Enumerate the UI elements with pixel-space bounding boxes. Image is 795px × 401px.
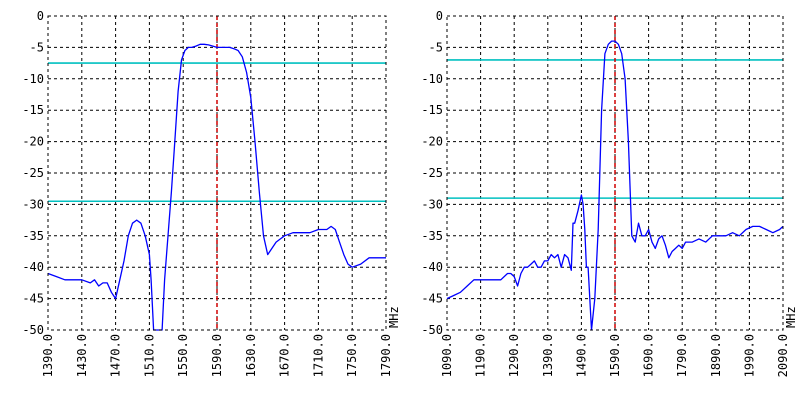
x-tick-label: 1290.0 xyxy=(507,334,521,377)
x-tick-label: 1430.0 xyxy=(75,334,89,377)
x-unit-label: MHz xyxy=(784,306,795,328)
x-tick-label: 1990.0 xyxy=(742,334,756,377)
y-tick-label: -10 xyxy=(22,72,44,86)
y-tick-label: -40 xyxy=(421,260,443,274)
x-tick-label: 1190.0 xyxy=(474,334,488,377)
trace-line xyxy=(47,43,386,331)
y-tick-label: 0 xyxy=(436,9,443,23)
y-tick-label: -50 xyxy=(421,323,443,337)
y-tick-label: -35 xyxy=(421,229,443,243)
y-tick-label: -20 xyxy=(421,135,443,149)
y-tick-label: -30 xyxy=(22,197,44,211)
x-tick-label: 1550.0 xyxy=(176,334,190,377)
x-tick-label: 1790.0 xyxy=(379,334,393,377)
x-tick-label: 1690.0 xyxy=(642,334,656,377)
y-tick-label: -10 xyxy=(421,72,443,86)
trace-line xyxy=(446,40,784,331)
x-tick-label: 1390.0 xyxy=(541,334,555,377)
x-tick-label: 2090.0 xyxy=(776,334,790,377)
x-tick-label: 1510.0 xyxy=(142,334,156,377)
y-tick-label: -50 xyxy=(22,323,44,337)
x-tick-label: 1890.0 xyxy=(709,334,723,377)
x-tick-label: 1470.0 xyxy=(109,334,123,377)
y-tick-label: -15 xyxy=(22,103,44,117)
x-tick-label: 1490.0 xyxy=(574,334,588,377)
y-tick-label: -45 xyxy=(22,292,44,306)
x-tick-label: 1590.0 xyxy=(608,334,622,377)
x-tick-label: 1090.0 xyxy=(440,334,454,377)
x-tick-label: 1630.0 xyxy=(244,334,258,377)
x-tick-label: 1790.0 xyxy=(675,334,689,377)
y-tick-label: -25 xyxy=(22,166,44,180)
x-tick-label: 1710.0 xyxy=(311,334,325,377)
y-tick-label: -45 xyxy=(421,292,443,306)
plot-frame xyxy=(47,15,387,331)
y-tick-label: -35 xyxy=(22,229,44,243)
y-tick-label: -5 xyxy=(429,40,443,54)
y-tick-label: -30 xyxy=(421,197,443,211)
x-tick-label: 1390.0 xyxy=(41,334,55,377)
x-tick-label: 1750.0 xyxy=(345,334,359,377)
plot-frame xyxy=(446,15,784,331)
x-tick-label: 1670.0 xyxy=(278,334,292,377)
y-tick-label: -40 xyxy=(22,260,44,274)
y-tick-label: -15 xyxy=(421,103,443,117)
x-unit-label: MHz xyxy=(387,306,401,328)
y-tick-label: -20 xyxy=(22,135,44,149)
y-tick-label: 0 xyxy=(37,9,44,23)
x-tick-label: 1590.0 xyxy=(210,334,224,377)
y-tick-label: -25 xyxy=(421,166,443,180)
y-tick-label: -5 xyxy=(30,40,44,54)
